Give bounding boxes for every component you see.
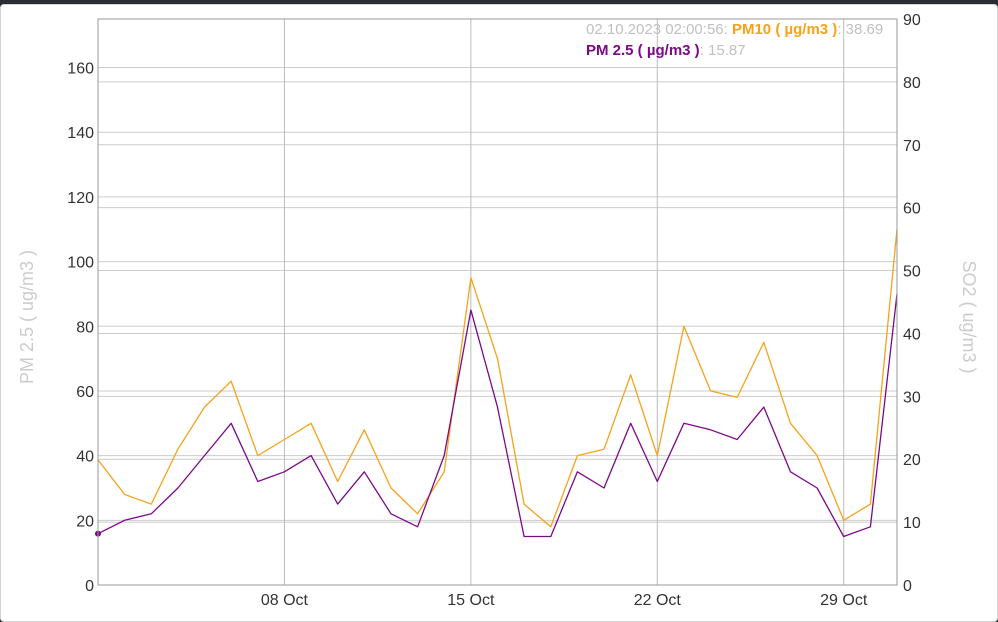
plot-area-border <box>97 18 898 586</box>
y-left-tick-label: 140 <box>67 125 94 142</box>
y-right-tick-label: 0 <box>903 578 912 595</box>
y-left-tick-label: 80 <box>76 319 94 336</box>
chart-tooltip: 02.10.2023 02:00:56: PM10 ( µg/m3 ): 38.… <box>586 19 886 61</box>
tooltip-series2-name: PM 2.5 ( µg/m3 ) <box>586 42 700 59</box>
y-left-tick-label: 100 <box>67 255 94 272</box>
chart-panel: 0 20 40 60 80 100 120 140 160 0 10 20 30 40 50 60 70 80 90… <box>0 4 998 622</box>
tooltip-series2-value: : 15.87 <box>699 42 746 59</box>
y-right-tick-label: 20 <box>903 452 921 469</box>
tooltip-series1-value: : 38.69 <box>837 21 884 38</box>
y-left-tick-label: 120 <box>67 190 94 207</box>
y-left-tick-label: 40 <box>76 449 94 466</box>
y-left-tick-label: 20 <box>76 513 94 530</box>
y-right-tick-label: 70 <box>903 138 921 155</box>
y-left-tick-label: 0 <box>85 578 94 595</box>
y-right-tick-label: 50 <box>903 264 921 281</box>
y-axis-right-title: SO2 ( ug/m3 ) <box>959 260 979 373</box>
tooltip-timestamp: 02.10.2023 02:00:56: <box>586 21 728 38</box>
x-tick-label: 08 Oct <box>261 592 309 609</box>
y-axis-left-title: PM 2.5 ( ug/m3 ) <box>17 250 37 384</box>
line-chart: 0 20 40 60 80 100 120 140 160 0 10 20 30 40 50 60 70 80 90… <box>17 12 979 609</box>
y-right-tick-label: 80 <box>903 75 921 92</box>
y-right-tick-label: 30 <box>903 389 921 406</box>
series-line-2 <box>97 293 898 538</box>
x-tick-label: 15 Oct <box>447 592 495 609</box>
series-line-1 <box>97 229 898 528</box>
x-tick-label: 22 Oct <box>634 592 682 609</box>
x-tick-label: 29 Oct <box>820 592 868 609</box>
y-right-tick-label: 40 <box>903 326 921 343</box>
y-right-tick-label: 10 <box>903 515 921 532</box>
y-right-tick-label: 60 <box>903 201 921 218</box>
y-right-tick-label: 90 <box>903 12 921 29</box>
y-left-tick-label: 60 <box>76 384 94 401</box>
tooltip-series1-name: PM10 ( µg/m3 ) <box>731 21 838 38</box>
y-left-tick-label: 160 <box>67 61 94 78</box>
